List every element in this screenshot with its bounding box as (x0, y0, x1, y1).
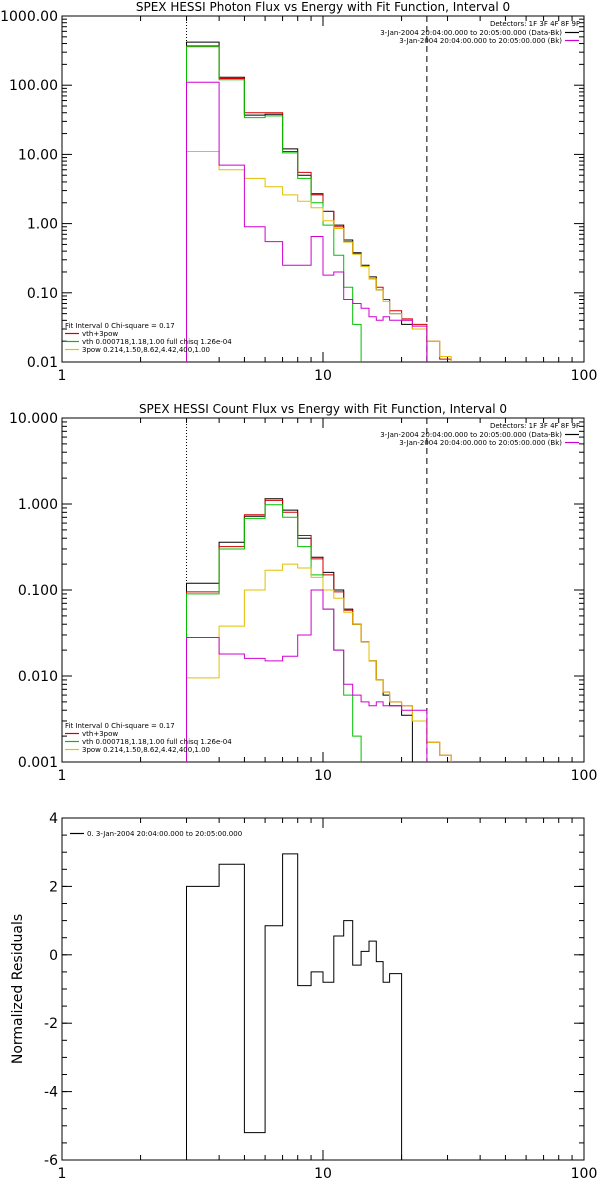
plot-frame (61, 15, 585, 363)
series-3pow-line (186, 563, 452, 762)
legend-entry-text: vth+3pow (82, 330, 118, 338)
plot-frame (61, 817, 585, 1161)
photon-flux-panel: SPEX HESSI Photon Flux vs Energy with Fi… (0, 0, 597, 384)
x-tick-label: 1 (58, 368, 67, 384)
series-vth-line (186, 504, 362, 762)
plot-area (186, 853, 403, 1160)
legend-entry-text: 3pow 0.214,1.50,8.62,4.42,400,1.00 (82, 346, 210, 354)
series-0-line (186, 853, 403, 1160)
legend-entry-text: 3-Jan-2004 20:04:00.000 to 20:05:00.000 … (399, 37, 562, 45)
x-tick-label: 100 (571, 1166, 598, 1182)
fit-summary-text: Fit Interval 0 Chi-square = 0.17 (65, 722, 175, 730)
x-tick-label: 100 (571, 768, 598, 784)
detectors-label: Detectors: 1F 3F 4F 8F 9F (490, 20, 580, 28)
series-data-bk-line (186, 498, 413, 762)
y-tick-label: 0.100 (18, 583, 58, 599)
series-3pow-line (186, 151, 452, 362)
chart-title: SPEX HESSI Photon Flux vs Energy with Fi… (136, 0, 510, 14)
x-tick-label: 10 (314, 768, 332, 784)
y-tick-label: 0.001 (18, 755, 58, 771)
y-tick-label: -6 (44, 1153, 58, 1169)
series-vth-line (186, 46, 362, 362)
chart-title: SPEX HESSI Count Flux vs Energy with Fit… (139, 402, 507, 416)
y-tick-label: 100.00 (9, 78, 58, 94)
series-bk-line (186, 81, 428, 362)
series-data-bk-line (186, 41, 428, 362)
x-tick-label: 10 (314, 368, 332, 384)
plot-area (186, 418, 452, 762)
x-tick-label: 1 (58, 768, 67, 784)
series-bk-line (186, 589, 428, 762)
y-tick-label: 0.010 (18, 669, 58, 685)
detectors-label: Detectors: 1F 3F 4F 8F 9F (490, 422, 580, 430)
x-tick-label: 1 (58, 1166, 67, 1182)
y-tick-label: -4 (44, 1085, 58, 1101)
y-tick-label: 2 (49, 879, 58, 895)
y-tick-label: 1.00 (27, 217, 58, 233)
legend-entry-text: 3pow 0.214,1.50,8.62,4.42,400,1.00 (82, 746, 210, 754)
y-tick-label: 10.000 (9, 411, 58, 427)
fit-summary-text: Fit Interval 0 Chi-square = 0.17 (65, 322, 175, 330)
y-tick-label: 1.000 (18, 497, 58, 513)
x-tick-label: 10 (314, 1166, 332, 1182)
y-tick-label: 1000.00 (0, 9, 58, 25)
legend-entry-text: 3-Jan-2004 20:04:00.000 to 20:05:00.000 … (380, 29, 562, 37)
y-tick-label: 10.00 (18, 147, 58, 163)
plot-area (186, 16, 452, 362)
y-tick-label: 0.10 (27, 286, 58, 302)
y-tick-label: 0.01 (27, 355, 58, 371)
y-tick-label: -2 (44, 1016, 58, 1032)
legend-entry-text: vth 0.000718,1.18,1.00 full chisq 1.26e-… (82, 338, 232, 346)
legend-entry-text: vth 0.000718,1.18,1.00 full chisq 1.26e-… (82, 738, 232, 746)
legend-entry-text: 0. 3-Jan-2004 20:04:00.000 to 20:05:00.0… (87, 830, 242, 838)
legend-entry-text: vth+3pow (82, 730, 118, 738)
count-flux-panel: SPEX HESSI Count Flux vs Energy with Fit… (9, 402, 598, 784)
x-tick-label: 100 (571, 368, 598, 384)
y-tick-label: 4 (49, 811, 58, 827)
y-axis-label: Normalized Residuals (10, 914, 26, 1064)
series-vth-3pow-line (186, 45, 452, 362)
legend-entry-text: 3-Jan-2004 20:04:00.000 to 20:05:00.000 … (399, 439, 562, 447)
y-tick-label: 0 (49, 948, 58, 964)
residuals-panel: 1 10 100 -6 -4 -2 0 2 4 Normalized Residuals 0. 3-… (10, 811, 597, 1182)
legend-entry-text: 3-Jan-2004 20:04:00.000 to 20:05:00.000 … (380, 431, 562, 439)
